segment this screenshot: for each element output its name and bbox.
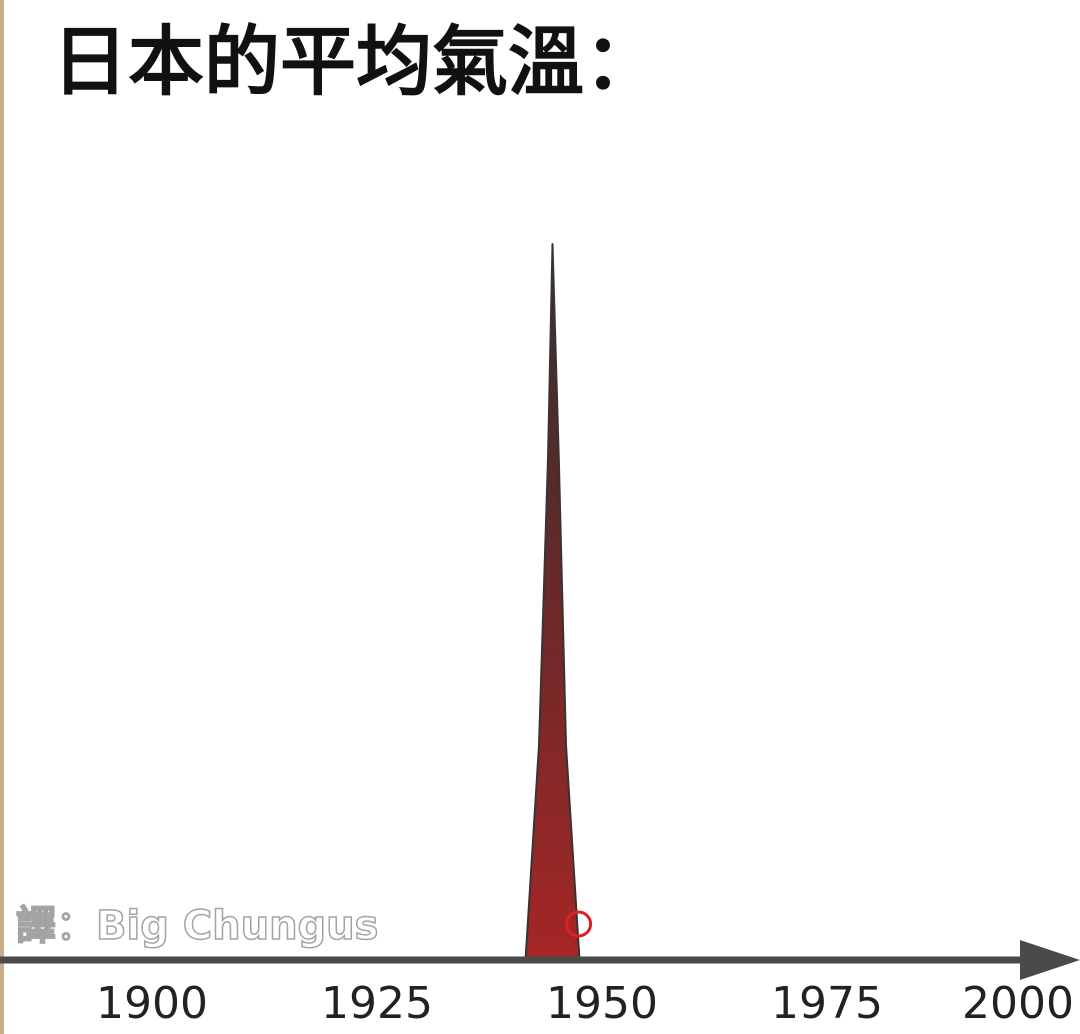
x-tick-label-2000: 2000 <box>962 978 1074 1029</box>
chart-title: 日本的平均氣溫： <box>52 17 660 106</box>
x-tick-label-1925: 1925 <box>321 978 433 1029</box>
x-axis <box>0 940 1080 980</box>
left-border <box>0 0 4 1034</box>
x-tick-label-1950: 1950 <box>546 978 658 1029</box>
x-tick-label-1900: 1900 <box>96 978 208 1029</box>
spike-area-series-0 <box>524 243 581 961</box>
translator-watermark: 譯：Big Chungus <box>15 902 379 950</box>
x-tick-label-1975: 1975 <box>771 978 883 1029</box>
marker-circle <box>565 910 593 938</box>
plot-area <box>524 243 593 961</box>
x-axis-ticks: 1900 1925 1950 1975 2000 <box>96 978 1074 1029</box>
x-axis-arrowhead <box>1020 940 1080 980</box>
